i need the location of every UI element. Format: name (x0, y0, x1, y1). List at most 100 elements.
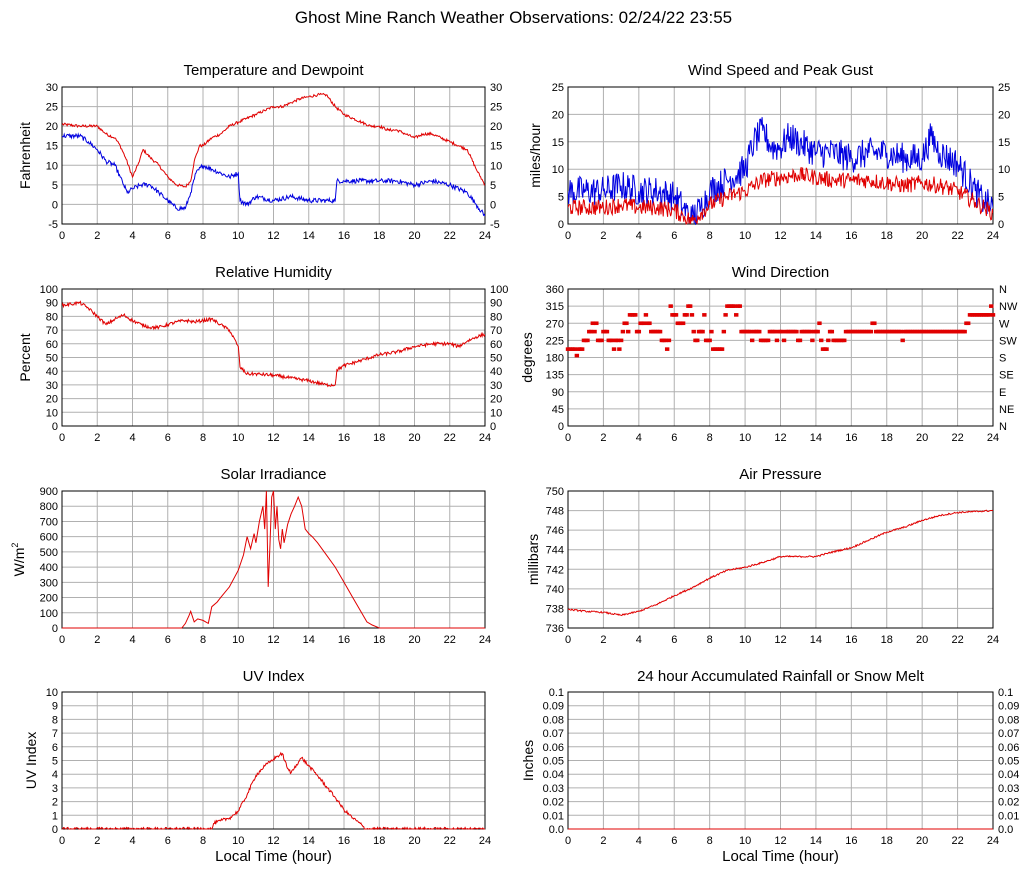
x-tick-label: 6 (671, 432, 677, 444)
y-tick-label: 1 (52, 810, 58, 822)
y-tick-label: 360 (546, 284, 564, 296)
wind-direction-point (962, 329, 967, 334)
y-tick-label: 0 (558, 219, 564, 231)
wind-direction-point (707, 338, 712, 343)
series-line (62, 751, 485, 830)
wind-direction-point (815, 329, 820, 334)
series-line (62, 490, 485, 629)
x-tick-label: 2 (600, 835, 606, 847)
y-tick-label-right: 0.08 (998, 714, 1019, 726)
wind-direction-point (819, 338, 824, 343)
x-tick-label: 18 (373, 634, 385, 646)
series-line (62, 132, 485, 217)
wind-direction-point (689, 313, 695, 317)
y-tick-label: 5 (558, 192, 564, 204)
x-tick-label: 2 (600, 634, 606, 646)
y-tick-label-right: 0.05 (998, 756, 1019, 768)
y-tick-label-right: 0.1 (998, 687, 1013, 699)
wind-direction-point (673, 313, 679, 317)
x-tick-label: 6 (165, 230, 171, 242)
x-tick-label: 18 (881, 432, 893, 444)
chart-title: Wind Speed and Peak Gust (688, 62, 874, 79)
wind-direction-point (617, 347, 622, 351)
y-tick-label: 10 (46, 687, 58, 699)
y-axis-label: Percent (17, 333, 33, 381)
wind-direction-point (684, 313, 689, 317)
plot-frame (567, 86, 994, 225)
wind-direction-point (574, 353, 580, 358)
compass-label: N (999, 284, 1007, 296)
wind-direction-point (585, 338, 590, 343)
x-tick-label: 16 (845, 432, 857, 444)
y-tick-label: 3 (52, 783, 58, 795)
x-tick-label: 18 (373, 835, 385, 847)
x-tick-label: 12 (774, 835, 786, 847)
x-tick-label: 14 (303, 634, 315, 646)
x-tick-label: 20 (408, 634, 420, 646)
x-tick-label: 10 (232, 230, 244, 242)
y-tick-label-right: 10 (490, 407, 502, 419)
plot-frame (567, 288, 994, 427)
y-tick-label: 0.03 (543, 783, 564, 795)
wind-direction-point (592, 329, 597, 334)
wind-direction-point (987, 313, 992, 317)
x-tick-label: 8 (707, 230, 713, 242)
y-tick-label: 0.08 (543, 714, 564, 726)
wind-direction-point (719, 347, 725, 351)
y-tick-label: 742 (546, 564, 564, 576)
compass-label: E (999, 387, 1006, 399)
wind-direction-point (618, 338, 624, 343)
x-tick-label: 16 (845, 230, 857, 242)
wind-direction-point (695, 338, 700, 343)
y-tick-label: 10 (552, 164, 564, 176)
wind-direction-point (620, 329, 626, 334)
x-tick-label: 24 (987, 835, 999, 847)
wind-direction-point (797, 338, 803, 343)
x-tick-label: 4 (129, 230, 135, 242)
x-tick-label: 2 (600, 230, 606, 242)
wind-direction-point (772, 329, 778, 334)
wind-direction-point (668, 304, 673, 308)
wind-direction-point (774, 338, 780, 343)
x-tick-label: 6 (671, 230, 677, 242)
chart-title: 24 hour Accumulated Rainfall or Snow Mel… (637, 668, 925, 685)
wind-direction-point (749, 338, 755, 343)
x-tick-label: 2 (94, 835, 100, 847)
wind-direction-point (829, 329, 835, 334)
x-tick-label: 24 (479, 230, 491, 242)
y-tick-label: 5 (52, 180, 58, 192)
y-tick-label-right: 30 (490, 82, 502, 94)
wind-direction-point (611, 347, 617, 351)
x-tick-label: 4 (636, 432, 642, 444)
y-tick-label: 10 (46, 160, 58, 172)
y-tick-label: 100 (40, 284, 58, 296)
y-axis-label: UV Index (23, 732, 39, 790)
wind-direction-point (594, 321, 599, 326)
x-tick-label: 8 (200, 634, 206, 646)
y-tick-label-right: 0.07 (998, 728, 1019, 740)
y-tick-label-right: 0.02 (998, 797, 1019, 809)
x-tick-label: 16 (338, 634, 350, 646)
x-tick-label: 18 (881, 835, 893, 847)
wind-direction-point (664, 347, 670, 351)
x-tick-label: 20 (916, 835, 928, 847)
y-tick-label-right: 10 (490, 160, 502, 172)
chart-title: Air Pressure (739, 466, 822, 483)
y-tick-label: 200 (40, 593, 58, 605)
y-tick-label-right: 25 (998, 82, 1010, 94)
x-tick-label: 10 (232, 835, 244, 847)
x-tick-label: 0 (565, 634, 571, 646)
wind-direction-point (794, 329, 799, 334)
y-tick-label-right: 0 (998, 219, 1004, 231)
y-tick-label: 300 (40, 577, 58, 589)
x-tick-label: 10 (232, 432, 244, 444)
wind-direction-point (626, 329, 631, 334)
y-tick-label-right: 70 (490, 325, 502, 337)
y-tick-label: 135 (546, 370, 564, 382)
x-tick-label: 4 (636, 230, 642, 242)
wind-direction-point (663, 338, 668, 343)
y-tick-label: 0 (52, 199, 58, 211)
y-tick-label: 0.01 (543, 810, 564, 822)
y-tick-label: 744 (546, 545, 564, 557)
x-tick-label: 4 (636, 634, 642, 646)
